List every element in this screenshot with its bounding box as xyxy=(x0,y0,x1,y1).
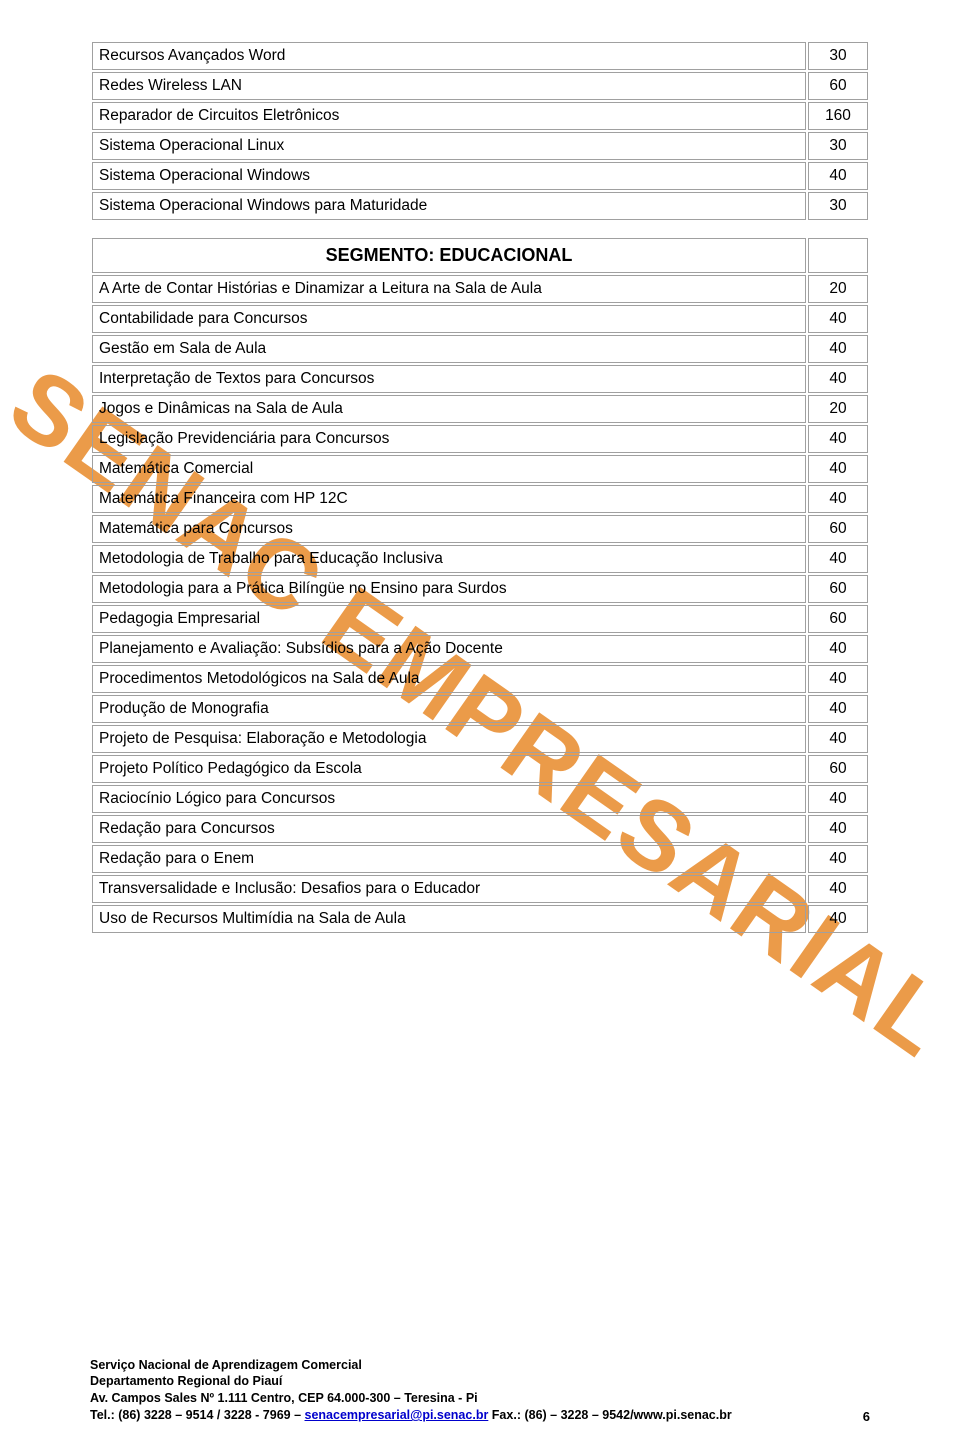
row-value: 40 xyxy=(808,725,868,753)
footer-line1: Serviço Nacional de Aprendizagem Comerci… xyxy=(90,1357,870,1374)
row-value: 160 xyxy=(808,102,868,130)
row-label: Jogos e Dinâmicas na Sala de Aula xyxy=(92,395,806,423)
row-label: Legislação Previdenciária para Concursos xyxy=(92,425,806,453)
row-label: Interpretação de Textos para Concursos xyxy=(92,365,806,393)
section-header-row: SEGMENTO: EDUCACIONAL xyxy=(92,238,868,273)
table-row: Redes Wireless LAN60 xyxy=(92,72,868,100)
table-row: Redação para o Enem40 xyxy=(92,845,868,873)
table-row: Matemática para Concursos60 xyxy=(92,515,868,543)
row-value: 40 xyxy=(808,485,868,513)
row-value: 40 xyxy=(808,305,868,333)
row-label: Planejamento e Avaliação: Subsídios para… xyxy=(92,635,806,663)
row-label: Matemática Financeira com HP 12C xyxy=(92,485,806,513)
table-row: Jogos e Dinâmicas na Sala de Aula20 xyxy=(92,395,868,423)
row-label: Procedimentos Metodológicos na Sala de A… xyxy=(92,665,806,693)
row-value: 40 xyxy=(808,425,868,453)
row-label: Recursos Avançados Word xyxy=(92,42,806,70)
row-label: Sistema Operacional Windows para Maturid… xyxy=(92,192,806,220)
top-table: Recursos Avançados Word30Redes Wireless … xyxy=(90,40,870,222)
row-label: Pedagogia Empresarial xyxy=(92,605,806,633)
footer-line2: Departamento Regional do Piauí xyxy=(90,1373,870,1390)
table-row: Projeto de Pesquisa: Elaboração e Metodo… xyxy=(92,725,868,753)
row-label: Produção de Monografia xyxy=(92,695,806,723)
table-row: Sistema Operacional Windows40 xyxy=(92,162,868,190)
row-label: Reparador de Circuitos Eletrônicos xyxy=(92,102,806,130)
row-label: Redes Wireless LAN xyxy=(92,72,806,100)
row-label: Redação para Concursos xyxy=(92,815,806,843)
row-value: 40 xyxy=(808,785,868,813)
row-value: 30 xyxy=(808,192,868,220)
table-row: Contabilidade para Concursos40 xyxy=(92,305,868,333)
table-row: Metodologia de Trabalho para Educação In… xyxy=(92,545,868,573)
row-value: 60 xyxy=(808,515,868,543)
section-header: SEGMENTO: EDUCACIONAL xyxy=(92,238,806,273)
table-row: Produção de Monografia40 xyxy=(92,695,868,723)
row-value: 40 xyxy=(808,335,868,363)
page-footer: Serviço Nacional de Aprendizagem Comerci… xyxy=(90,1357,870,1425)
row-value: 40 xyxy=(808,905,868,933)
row-value: 40 xyxy=(808,455,868,483)
table-row: Projeto Político Pedagógico da Escola60 xyxy=(92,755,868,783)
row-value: 60 xyxy=(808,72,868,100)
row-label: Metodologia para a Prática Bilíngüe no E… xyxy=(92,575,806,603)
table-row: Recursos Avançados Word30 xyxy=(92,42,868,70)
table-row: Uso de Recursos Multimídia na Sala de Au… xyxy=(92,905,868,933)
row-label: Contabilidade para Concursos xyxy=(92,305,806,333)
row-value: 40 xyxy=(808,695,868,723)
row-value: 40 xyxy=(808,815,868,843)
table-row: Transversalidade e Inclusão: Desafios pa… xyxy=(92,875,868,903)
row-label: Gestão em Sala de Aula xyxy=(92,335,806,363)
footer-line3: Av. Campos Sales Nº 1.111 Centro, CEP 64… xyxy=(90,1390,870,1407)
row-label: Projeto de Pesquisa: Elaboração e Metodo… xyxy=(92,725,806,753)
row-label: Transversalidade e Inclusão: Desafios pa… xyxy=(92,875,806,903)
row-value: 20 xyxy=(808,395,868,423)
row-label: Matemática Comercial xyxy=(92,455,806,483)
section-header-empty xyxy=(808,238,868,273)
row-value: 60 xyxy=(808,575,868,603)
footer-line4: Tel.: (86) 3228 – 9514 / 3228 - 7969 – s… xyxy=(90,1407,870,1424)
table-row: Planejamento e Avaliação: Subsídios para… xyxy=(92,635,868,663)
table-row: Metodologia para a Prática Bilíngüe no E… xyxy=(92,575,868,603)
section-table: SEGMENTO: EDUCACIONAL A Arte de Contar H… xyxy=(90,236,870,935)
row-value: 60 xyxy=(808,605,868,633)
table-row: Raciocínio Lógico para Concursos40 xyxy=(92,785,868,813)
row-label: Sistema Operacional Windows xyxy=(92,162,806,190)
footer-fax: Fax.: (86) – 3228 – 9542/www.pi.senac.br xyxy=(488,1408,731,1422)
table-row: Sistema Operacional Windows para Maturid… xyxy=(92,192,868,220)
row-value: 40 xyxy=(808,365,868,393)
row-value: 40 xyxy=(808,665,868,693)
row-label: Metodologia de Trabalho para Educação In… xyxy=(92,545,806,573)
table-row: Sistema Operacional Linux30 xyxy=(92,132,868,160)
table-row: Matemática Financeira com HP 12C40 xyxy=(92,485,868,513)
row-value: 60 xyxy=(808,755,868,783)
row-value: 40 xyxy=(808,162,868,190)
table-row: Redação para Concursos40 xyxy=(92,815,868,843)
table-row: Procedimentos Metodológicos na Sala de A… xyxy=(92,665,868,693)
table-row: A Arte de Contar Histórias e Dinamizar a… xyxy=(92,275,868,303)
footer-email-link[interactable]: senacempresarial@pi.senac.br xyxy=(305,1408,489,1422)
row-label: Sistema Operacional Linux xyxy=(92,132,806,160)
table-row: Legislação Previdenciária para Concursos… xyxy=(92,425,868,453)
row-label: Redação para o Enem xyxy=(92,845,806,873)
table-row: Gestão em Sala de Aula40 xyxy=(92,335,868,363)
row-value: 30 xyxy=(808,42,868,70)
row-label: A Arte de Contar Histórias e Dinamizar a… xyxy=(92,275,806,303)
row-value: 40 xyxy=(808,875,868,903)
row-label: Uso de Recursos Multimídia na Sala de Au… xyxy=(92,905,806,933)
row-label: Matemática para Concursos xyxy=(92,515,806,543)
row-value: 30 xyxy=(808,132,868,160)
row-value: 40 xyxy=(808,545,868,573)
row-value: 20 xyxy=(808,275,868,303)
row-label: Raciocínio Lógico para Concursos xyxy=(92,785,806,813)
table-row: Reparador de Circuitos Eletrônicos160 xyxy=(92,102,868,130)
table-row: Pedagogia Empresarial60 xyxy=(92,605,868,633)
table-row: Interpretação de Textos para Concursos40 xyxy=(92,365,868,393)
table-row: Matemática Comercial40 xyxy=(92,455,868,483)
row-label: Projeto Político Pedagógico da Escola xyxy=(92,755,806,783)
page-content: Recursos Avançados Word30Redes Wireless … xyxy=(90,40,870,935)
page-number: 6 xyxy=(863,1409,870,1424)
row-value: 40 xyxy=(808,635,868,663)
footer-tel: Tel.: (86) 3228 – 9514 / 3228 - 7969 – xyxy=(90,1408,305,1422)
row-value: 40 xyxy=(808,845,868,873)
